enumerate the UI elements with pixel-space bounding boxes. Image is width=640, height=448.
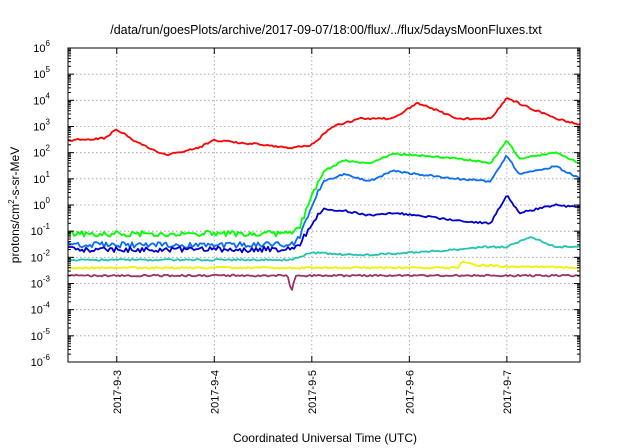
series-layer [67,97,581,291]
y-tick-label: 10-4 [31,301,51,317]
y-tick-label: 104 [33,91,50,107]
y-tick-label: 10-6 [31,353,51,369]
x-axis-label: Coordinated Universal Time (UTC) [233,431,417,445]
y-tick-label: 10-5 [31,327,51,343]
grid [68,48,580,362]
y-axis-label-pre: protons/cm [8,204,22,263]
y-tick-label: 100 [33,196,50,212]
y-tick-label: 10-2 [31,248,51,264]
y-tick-label: 101 [33,170,50,186]
y-axis-label-post: -s-sr-MeV [8,147,22,200]
series-line [67,236,581,262]
y-tick-label: 103 [33,118,50,134]
x-tick-label: 2017-9-4 [209,370,221,414]
ticks [68,47,580,363]
chart-title: /data/run/goesPlots/archive/2017-09-07/1… [110,23,542,37]
y-tick-label: 10-1 [31,222,51,238]
y-tick-label: 10-3 [31,275,51,291]
y-tick-label: 105 [33,65,50,81]
x-tick-label: 2017-9-6 [404,370,416,414]
y-tick-labels: 10-6 10-5 10-4 10-3 10-2 10-1 100 101 102 103 104 1… [31,39,51,369]
y-tick-label: 102 [33,144,50,160]
series-line [67,154,581,249]
y-axis-label-sup: 2 [7,199,16,204]
x-tick-labels: 2017-9-3 2017-9-4 2017-9-5 2017-9-6 2017-9-7 [112,370,514,414]
x-tick-label: 2017-9-7 [502,370,514,414]
series-line [67,260,581,270]
y-axis-label: protons/cm2-s-sr-MeV [7,147,22,263]
series-line [67,140,581,238]
x-tick-label: 2017-9-3 [112,370,124,414]
series-line [67,97,581,157]
y-tick-label: 106 [33,39,50,55]
x-tick-label: 2017-9-5 [307,370,319,414]
series-line [67,273,581,291]
series-line [67,195,581,254]
